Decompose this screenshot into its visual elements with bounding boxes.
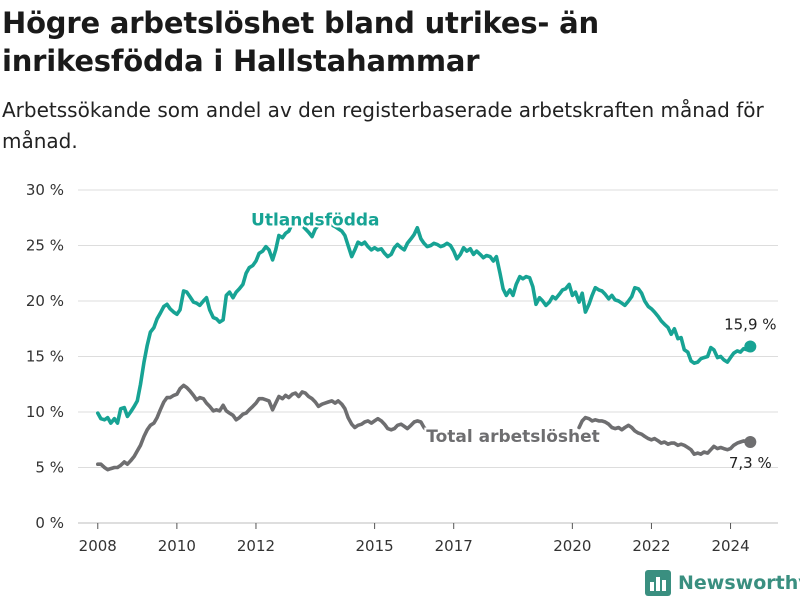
end-value-label: 15,9 % bbox=[724, 316, 776, 334]
brand-name: Newsworthy bbox=[678, 572, 800, 594]
x-tick-label: 2024 bbox=[711, 537, 749, 555]
series-line-1 bbox=[96, 383, 753, 472]
axes: 0 % 5 % 10 % 15 % 20 % 25 % 30 % 2008 2010 2012 20… bbox=[26, 181, 750, 555]
y-tick-label: 0 % bbox=[35, 514, 64, 532]
y-tick-label: 20 % bbox=[26, 292, 64, 310]
series-end-marker bbox=[744, 435, 757, 448]
chart-title: Högre arbetslöshet bland utrikes- än inr… bbox=[2, 6, 599, 78]
y-tick-label: 30 % bbox=[26, 181, 64, 199]
chart-subtitle: Arbetssökande som andel av den registerb… bbox=[2, 98, 764, 153]
x-tick-label: 2015 bbox=[356, 537, 394, 555]
brand-logo: Newsworthy bbox=[645, 568, 800, 598]
x-tick-label: 2020 bbox=[553, 537, 591, 555]
series-end-marker bbox=[744, 340, 757, 353]
y-tick-label: 25 % bbox=[26, 237, 64, 255]
series-lines bbox=[96, 218, 757, 472]
gridlines bbox=[78, 189, 778, 524]
series-line-0 bbox=[96, 218, 753, 425]
x-tick-label: 2012 bbox=[237, 537, 275, 555]
series-name-label: Total arbetslöshet bbox=[426, 427, 600, 447]
end-value-label: 7,3 % bbox=[729, 454, 772, 472]
series-labels: Utlandsfödda Total arbetslöshet 15,9 % 7,3 … bbox=[249, 209, 776, 472]
bar-chart-logo-icon bbox=[645, 570, 671, 596]
x-tick-label: 2008 bbox=[79, 537, 117, 555]
series-name-label: Utlandsfödda bbox=[251, 211, 380, 231]
x-tick-label: 2017 bbox=[435, 537, 473, 555]
y-tick-label: 10 % bbox=[26, 403, 64, 421]
x-tick-label: 2022 bbox=[632, 537, 670, 555]
y-tick-label: 5 % bbox=[35, 459, 64, 477]
x-tick-label: 2010 bbox=[158, 537, 196, 555]
y-tick-label: 15 % bbox=[26, 348, 64, 366]
